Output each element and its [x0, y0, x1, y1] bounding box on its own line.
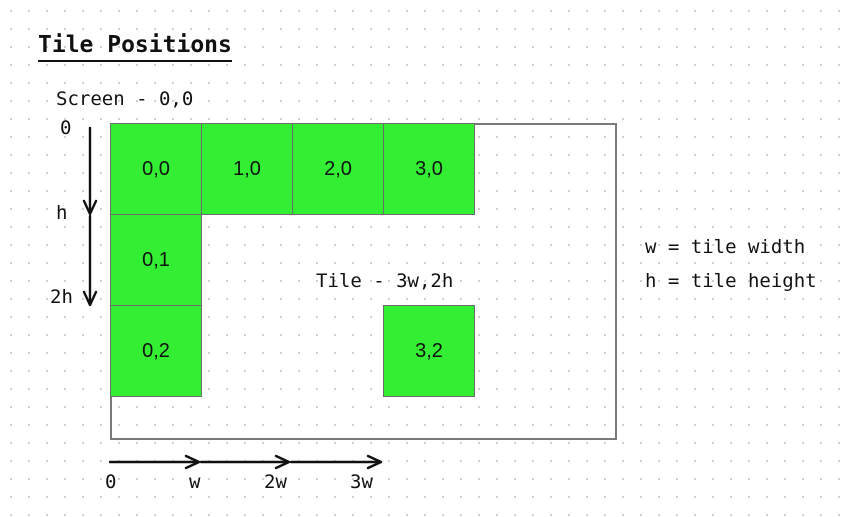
y-arrow-0-to-h: [82, 126, 98, 216]
x-arrow-2w-to-3w: [289, 454, 383, 470]
x-axis-label-w: w: [189, 471, 201, 493]
y-axis-label-h: h: [56, 202, 68, 224]
x-axis-label-0: 0: [105, 471, 117, 493]
tile-0-0: 0,0: [110, 123, 202, 215]
tile-3-2: 3,2: [383, 305, 475, 397]
y-arrow-h-to-2h: [82, 214, 98, 307]
tile-1-0: 1,0: [201, 123, 293, 215]
legend-width: w = tile width: [645, 236, 806, 258]
screen-origin-label: Screen - 0,0: [56, 88, 194, 110]
diagram-title: Tile Positions: [38, 34, 232, 62]
tile-3-0: 3,0: [383, 123, 475, 215]
y-axis-label-2h: 2h: [50, 286, 73, 308]
x-arrow-w-to-2w: [199, 454, 291, 470]
tile-2-0: 2,0: [292, 123, 384, 215]
x-arrow-0-to-w: [108, 454, 201, 470]
y-axis-label-0: 0: [60, 117, 72, 139]
legend-height: h = tile height: [645, 270, 817, 292]
tile-position-annotation: Tile - 3w,2h: [316, 270, 454, 292]
x-axis-label-3w: 3w: [350, 471, 373, 493]
tile-0-1: 0,1: [110, 214, 202, 306]
x-axis-label-2w: 2w: [264, 471, 287, 493]
tile-0-2: 0,2: [110, 305, 202, 397]
